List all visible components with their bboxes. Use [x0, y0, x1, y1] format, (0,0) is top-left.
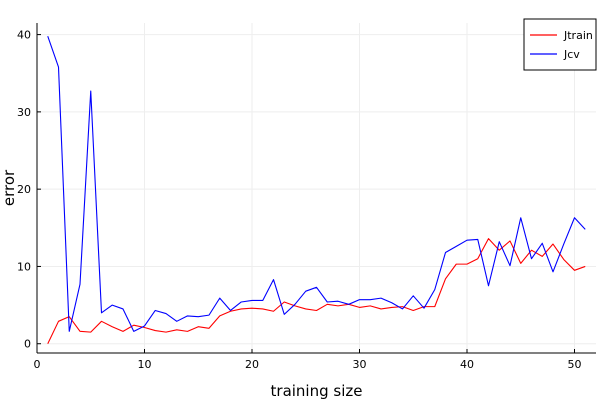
y-tick-label: 40: [17, 29, 31, 42]
x-tick-label: 20: [245, 358, 259, 371]
x-tick-label: 10: [138, 358, 152, 371]
y-tick-label: 30: [17, 106, 31, 119]
tick-labels: 0 10 20 30 40 50 0 10 20 30 40: [17, 29, 582, 371]
legend-box: [523, 18, 597, 71]
series-line-jcv: [47, 35, 586, 332]
x-tick-label: 30: [353, 358, 367, 371]
series-layer: [47, 35, 586, 344]
y-tick-label: 0: [24, 338, 31, 351]
legend-label-jtrain: Jtrain: [563, 29, 593, 42]
x-tick-label: 40: [460, 358, 474, 371]
legend: Jtrain Jcv: [523, 18, 597, 71]
x-axis-title: training size: [271, 382, 363, 400]
legend-label-jcv: Jcv: [563, 48, 580, 61]
grid: [36, 23, 596, 353]
y-tick-label: 10: [17, 260, 31, 273]
x-tick-label: 50: [568, 358, 582, 371]
series-line-jtrain: [47, 238, 586, 344]
x-tick-label: 0: [34, 358, 41, 371]
axes: [36, 23, 596, 354]
y-tick-label: 20: [17, 183, 31, 196]
y-axis-title: error: [0, 169, 18, 206]
